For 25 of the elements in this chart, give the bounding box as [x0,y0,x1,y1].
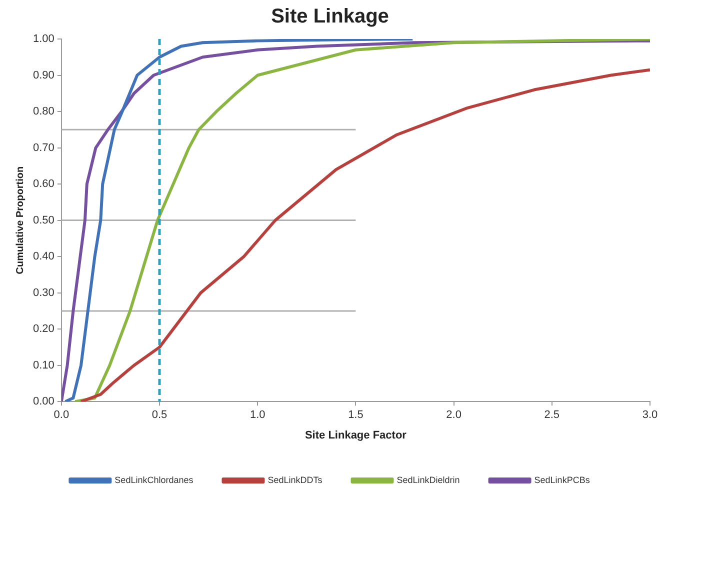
x-tick-label: 3.0 [642,409,658,422]
y-tick-label: 0.40 [32,250,54,263]
x-tick-label: 0.0 [54,409,70,422]
x-axis-title: Site Linkage Factor [304,429,408,442]
y-tick-label: 1.00 [32,33,54,46]
legend-label: SedLinkDDTs [268,474,323,485]
y-tick-label: 0.60 [32,178,54,190]
y-tick-label: 0.10 [32,359,54,372]
y-tick-label: 0.90 [32,69,54,82]
legend-label: SedLinkChlordanes [114,474,194,485]
y-tick-label: 0.20 [32,323,54,336]
x-tick-label: 2.0 [446,409,462,422]
legend-label: SedLinkDieldrin [396,474,460,485]
chart-title: Site Linkage [271,6,389,28]
x-tick-label: 1.0 [250,409,266,422]
y-axis-title: Cumulative Proportion [14,166,26,274]
y-tick-label: 0.30 [32,286,54,299]
y-tick-label: 0.00 [32,396,54,408]
x-tick-label: 0.5 [152,409,168,422]
x-tick-label: 1.5 [348,409,364,422]
y-tick-label: 0.70 [32,142,54,154]
x-tick-label: 2.5 [544,409,560,422]
y-tick-label: 0.50 [32,214,54,226]
y-tick-label: 0.80 [32,106,54,118]
legend-label: SedLinkPCBs [534,474,590,485]
